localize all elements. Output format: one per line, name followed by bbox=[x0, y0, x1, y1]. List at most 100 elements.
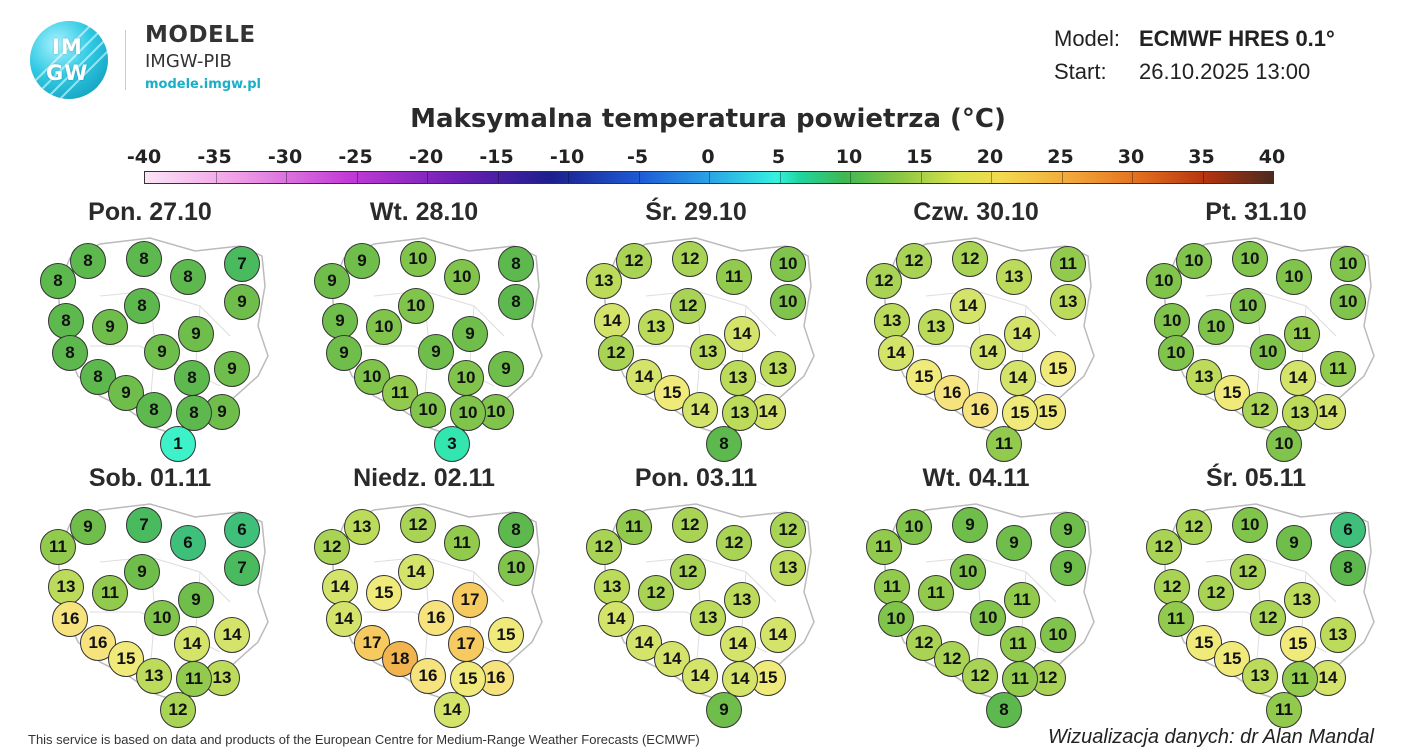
station-temperature: 12 bbox=[616, 243, 652, 279]
forecast-panel: Sob. 01.11 9 7 6 11 6 7 13 9 11 9 16 10 16 14 15 14 13 13 1… bbox=[30, 462, 270, 728]
station-temperature: 13 bbox=[690, 334, 726, 370]
station-temperature: 15 bbox=[1002, 395, 1038, 431]
station-temperature: 12 bbox=[1242, 392, 1278, 428]
forecast-panel: Śr. 05.11 12 10 6 12 9 8 12 12 12 13 11 12 15 13 15 15 13… bbox=[1136, 462, 1376, 728]
station-temperature: 11 bbox=[92, 575, 128, 611]
station-temperature: 16 bbox=[962, 392, 998, 428]
station-temperature: 9 bbox=[124, 554, 160, 590]
station-temperature: 10 bbox=[366, 309, 402, 345]
station-temperature: 13 bbox=[918, 309, 954, 345]
start-value: 26.10.2025 13:00 bbox=[1139, 59, 1311, 84]
station-temperature: 9 bbox=[326, 335, 362, 371]
station-temperature: 11 bbox=[716, 259, 752, 295]
station-temperature: 14 bbox=[950, 288, 986, 324]
station-temperature: 8 bbox=[706, 426, 742, 462]
station-temperature: 14 bbox=[1280, 360, 1316, 396]
brand-subtitle: IMGW-PIB bbox=[145, 51, 232, 72]
colorbar-separator bbox=[709, 172, 710, 183]
station-temperature: 9 bbox=[214, 351, 250, 387]
station-temperature: 12 bbox=[670, 288, 706, 324]
station-temperature: 10 bbox=[144, 600, 180, 636]
station-temperature: 11 bbox=[616, 509, 652, 545]
logo-text-bottom: GW bbox=[46, 61, 89, 85]
station-temperature: 9 bbox=[92, 309, 128, 345]
station-temperature: 15 bbox=[654, 375, 690, 411]
station-temperature: 9 bbox=[144, 334, 180, 370]
station-temperature: 13 bbox=[1320, 617, 1356, 653]
station-temperature: 10 bbox=[450, 395, 486, 431]
station-temperature: 10 bbox=[1040, 617, 1076, 653]
station-temperature: 9 bbox=[418, 334, 454, 370]
station-temperature: 11 bbox=[1266, 692, 1302, 728]
station-temperature: 10 bbox=[410, 392, 446, 428]
forecast-panel: Pon. 03.11 11 12 12 12 12 13 13 12 12 13 14 13 14 14 14… bbox=[576, 462, 816, 728]
station-temperature: 14 bbox=[322, 569, 358, 605]
station-temperature: 9 bbox=[70, 509, 106, 545]
colorbar-tick-label: 40 bbox=[1258, 146, 1286, 168]
colorbar-separator bbox=[356, 172, 358, 183]
main-title: Maksymalna temperatura powietrza (°C) bbox=[410, 104, 1006, 134]
panel-date: Pon. 03.11 bbox=[634, 464, 758, 492]
station-temperature: 14 bbox=[214, 617, 250, 653]
station-temperature: 10 bbox=[448, 360, 484, 396]
station-temperature: 11 bbox=[1050, 246, 1086, 282]
station-temperature: 12 bbox=[1198, 575, 1234, 611]
station-temperature: 10 bbox=[770, 246, 806, 282]
station-temperature: 10 bbox=[1330, 284, 1366, 320]
colorbar-separator bbox=[920, 172, 922, 183]
station-temperature: 12 bbox=[400, 507, 436, 543]
station-temperature: 12 bbox=[670, 554, 706, 590]
station-temperature: 13 bbox=[1242, 658, 1278, 694]
model-value: ECMWF HRES 0.1° bbox=[1139, 26, 1335, 51]
station-temperature: 8 bbox=[70, 243, 106, 279]
station-temperature: 9 bbox=[706, 692, 742, 728]
brand-title: MODELE bbox=[145, 22, 256, 48]
station-temperature: 13 bbox=[770, 550, 806, 586]
station-temperature: 10 bbox=[1250, 334, 1286, 370]
colorbar-separator bbox=[1202, 172, 1204, 183]
brand-url-link[interactable]: modele.imgw.pl bbox=[145, 77, 261, 92]
station-temperature: 14 bbox=[326, 601, 362, 637]
station-temperature: 13 bbox=[720, 360, 756, 396]
start-label: Start: bbox=[1054, 59, 1107, 84]
colorbar-tick-labels: -40 -35 -30 -25 -20 -15 -10 -5 0 5 10 15 20 25 30 35 40 bbox=[127, 146, 1285, 168]
station-temperature: 12 bbox=[672, 507, 708, 543]
station-temperature: 7 bbox=[224, 246, 260, 282]
station-temperature: 10 bbox=[1232, 241, 1268, 277]
station-temperature: 14 bbox=[1004, 316, 1040, 352]
station-temperature: 13 bbox=[690, 600, 726, 636]
station-temperature: 12 bbox=[1154, 569, 1190, 605]
station-temperature: 12 bbox=[1230, 554, 1266, 590]
station-temperature: 14 bbox=[598, 601, 634, 637]
station-temperature: 8 bbox=[176, 395, 212, 431]
station-temperature: 13 bbox=[136, 658, 172, 694]
station-temperature: 9 bbox=[1276, 525, 1312, 561]
station-temperature: 8 bbox=[40, 263, 76, 299]
station-temperature: 14 bbox=[724, 316, 760, 352]
colorbar-separator bbox=[215, 172, 217, 183]
station-temperature: 11 bbox=[874, 569, 910, 605]
station-temperature: 10 bbox=[1154, 303, 1190, 339]
station-temperature: 13 bbox=[1282, 395, 1318, 431]
station-temperature: 13 bbox=[344, 509, 380, 545]
station-temperature: 14 bbox=[434, 692, 470, 728]
station-temperature: 11 bbox=[1282, 661, 1318, 697]
station-temperature: 14 bbox=[1000, 360, 1036, 396]
station-temperature: 8 bbox=[136, 392, 172, 428]
station-temperature: 13 bbox=[1050, 284, 1086, 320]
colorbar-separator bbox=[568, 172, 569, 183]
colorbar-separator bbox=[497, 172, 499, 183]
station-temperature: 8 bbox=[498, 512, 534, 548]
panel-date: Pon. 27.10 bbox=[88, 198, 212, 226]
station-temperature: 9 bbox=[224, 284, 260, 320]
colorbar-tick-label: 20 bbox=[976, 146, 1004, 168]
station-temperature: 10 bbox=[878, 601, 914, 637]
station-temperature: 6 bbox=[1330, 512, 1366, 548]
panel-date: Śr. 05.11 bbox=[1205, 464, 1307, 492]
station-temperature: 13 bbox=[874, 303, 910, 339]
station-temperature: 10 bbox=[1230, 288, 1266, 324]
forecast-panel: Pon. 27.10 8 8 7 8 8 9 8 8 9 9 8 9 8 9 9 8 8 9 1 8 bbox=[30, 196, 270, 462]
station-temperature: 9 bbox=[452, 316, 488, 352]
station-temperature: 11 bbox=[444, 525, 480, 561]
station-temperature: 12 bbox=[952, 241, 988, 277]
